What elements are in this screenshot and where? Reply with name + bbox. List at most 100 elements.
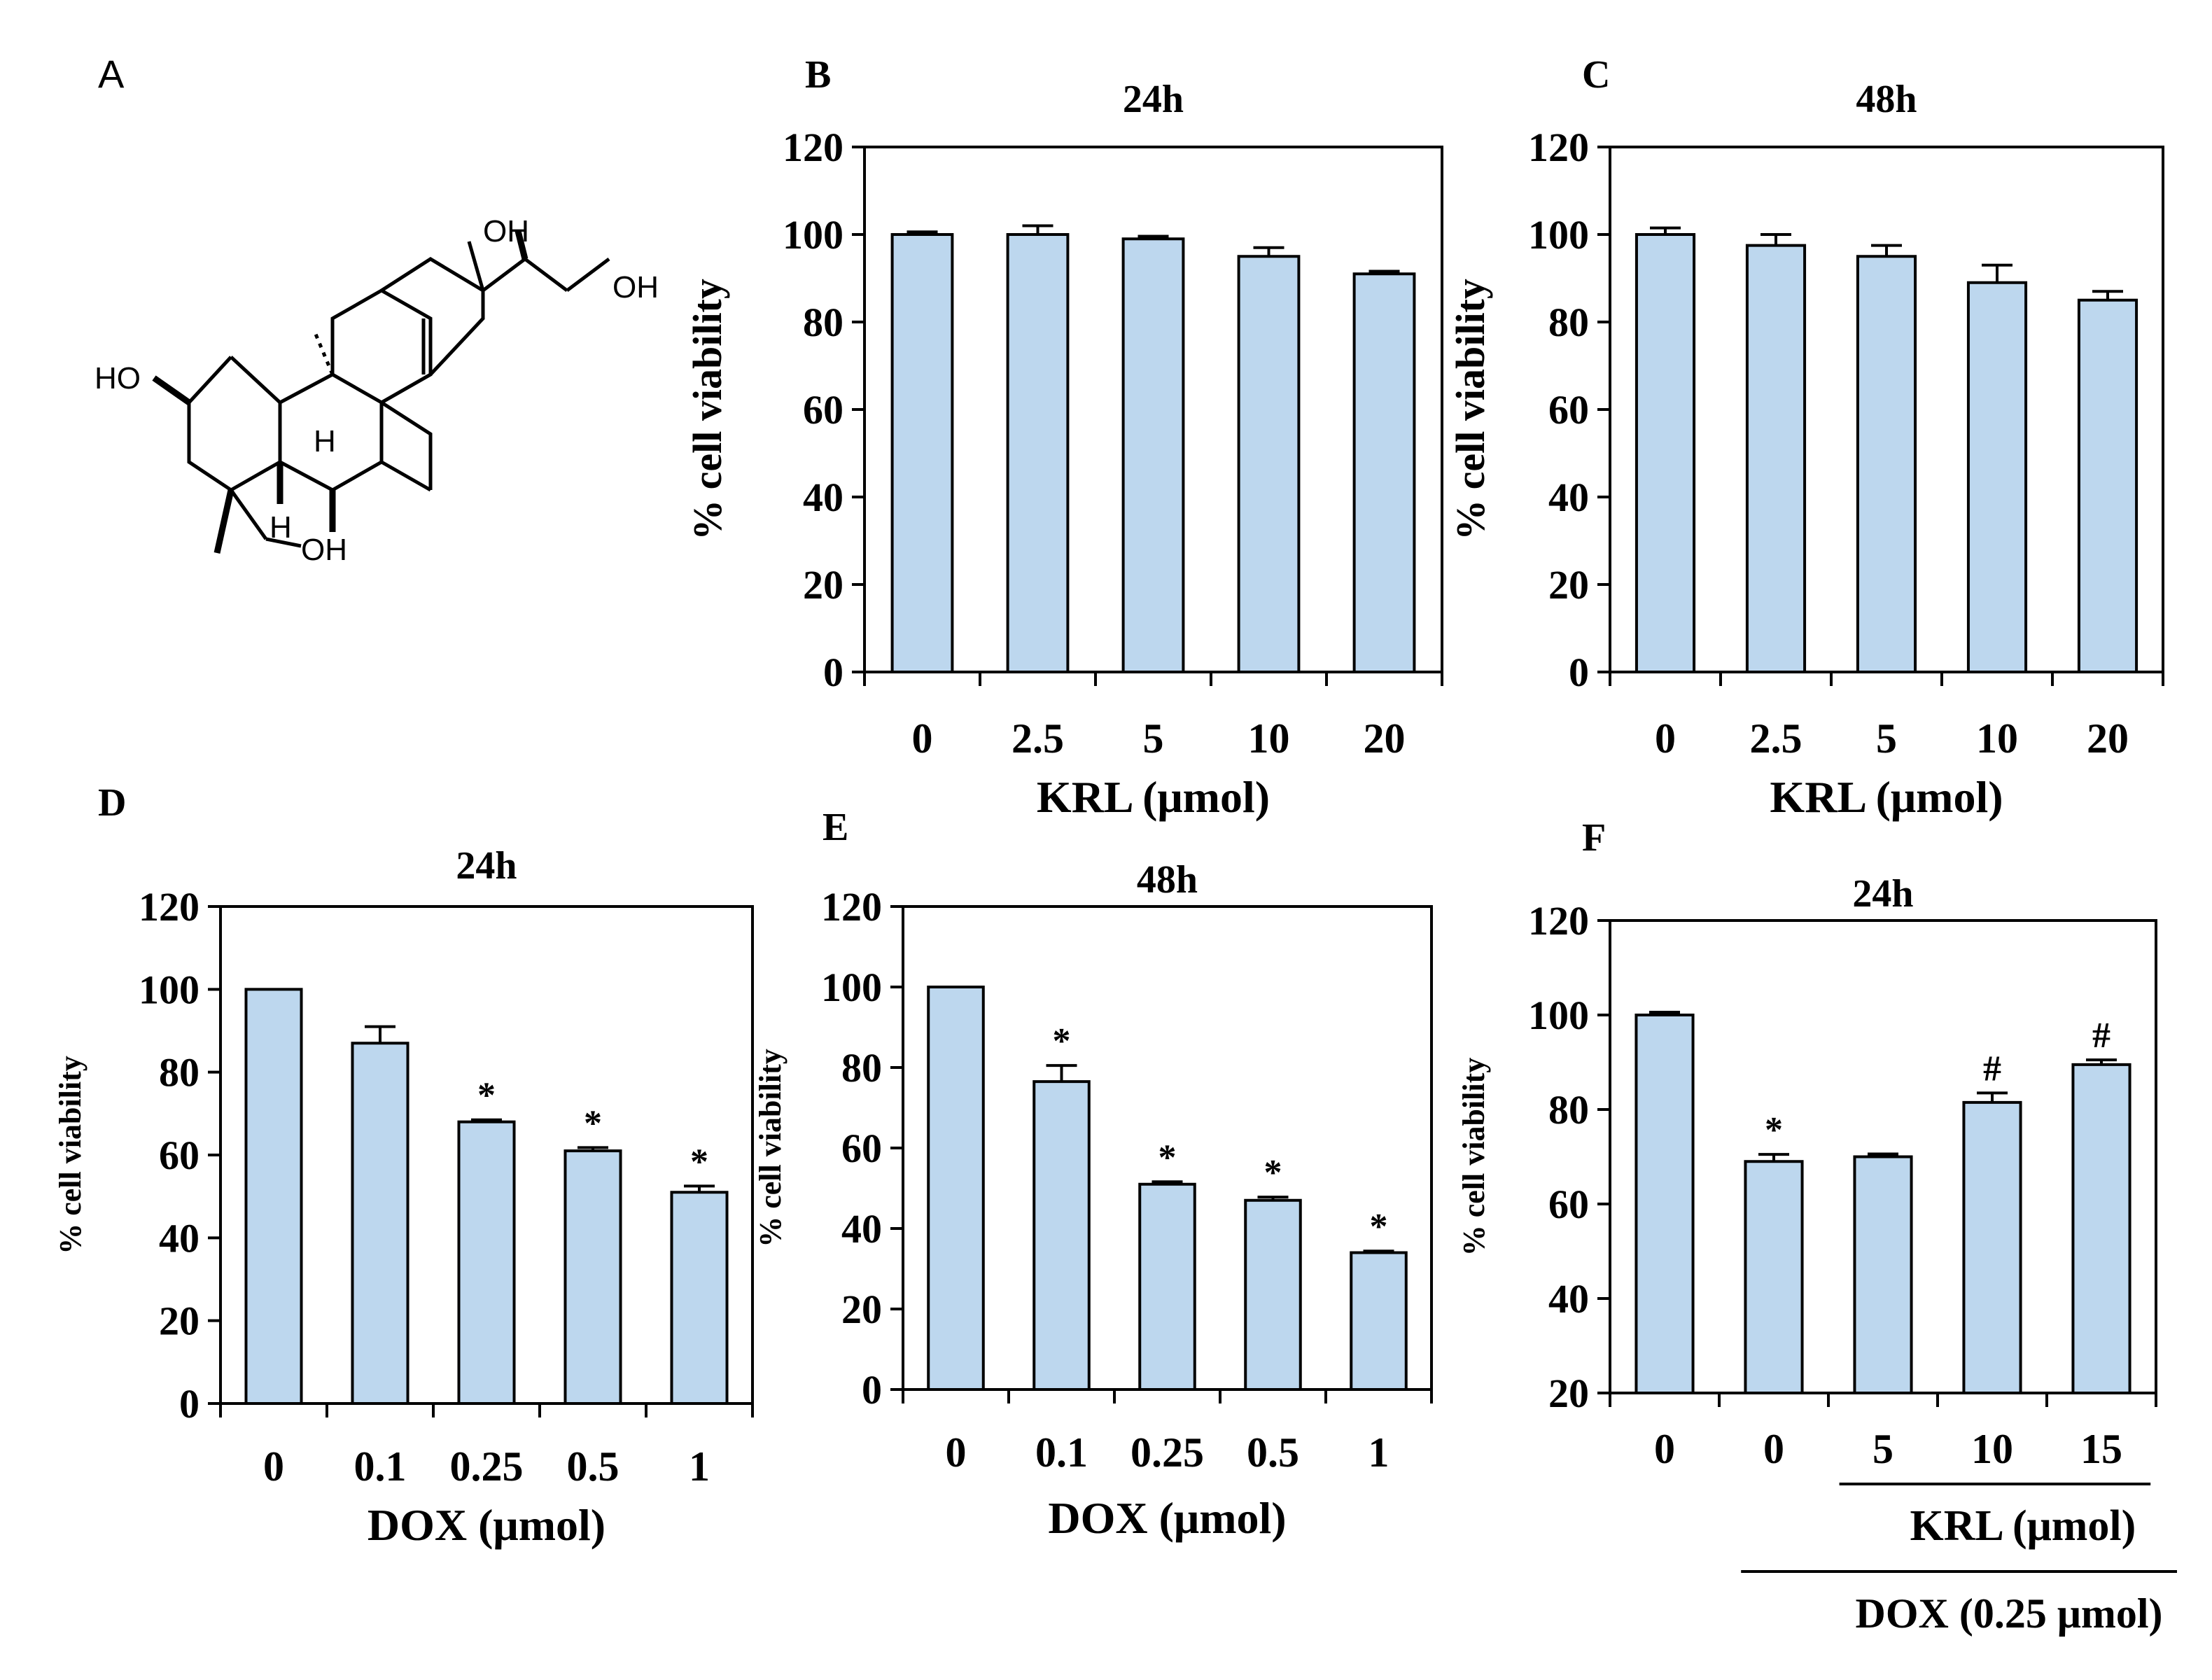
chart-title: 48h	[1856, 78, 1917, 121]
x-tick-label: 0.25	[1130, 1429, 1204, 1476]
chart-panel-b: B 24h 0 20 40 60 80 100 120 0 2.5 5 10 20 % cell viabi…	[685, 53, 1443, 822]
x-tick-label: 20	[1364, 715, 1406, 762]
y-tick-label: 100	[1528, 993, 1589, 1038]
x-axis-label: DOX (μmol)	[1048, 1493, 1286, 1543]
y-tick-label: 0	[862, 1367, 882, 1413]
chart-title: 24h	[1852, 872, 1913, 916]
significance-mark: *	[690, 1142, 708, 1182]
y-tick-label: 0	[823, 650, 844, 695]
label-ho-left: HO	[94, 361, 141, 396]
bar	[1856, 255, 1917, 673]
y-tick-label: 40	[1548, 1276, 1589, 1322]
x-tick-label: 15	[2080, 1426, 2122, 1472]
panel-letter-c: C	[1582, 53, 1610, 97]
x-axis-label: DOX (μmol)	[368, 1500, 606, 1550]
structure-labels: A OH OH HO H H OH	[94, 52, 659, 567]
y-tick-label: 40	[803, 475, 844, 520]
bar	[1138, 1182, 1196, 1391]
y-tick-label: 60	[159, 1133, 200, 1178]
x-axis-label: KRL (μmol)	[1770, 772, 2003, 822]
x-axis-label: KRL (μmol)	[1037, 772, 1270, 822]
x-tick-label: 2.5	[1011, 715, 1064, 762]
chart-title: 48h	[1137, 858, 1198, 902]
bar	[1121, 237, 1185, 673]
y-tick-label: 100	[783, 212, 844, 258]
x-tick-label: 10	[1248, 715, 1290, 762]
label-h-center: H	[314, 424, 336, 458]
chart-panel-e: E 48h 0 20 40 60 80 100 120 0 * 0.1 * 0.25 * 0.5 * 1 % cel…	[753, 806, 1433, 1543]
bar	[1962, 1100, 2022, 1394]
x-tick-label: 0	[1654, 1426, 1675, 1472]
panel-letter-b: B	[805, 53, 831, 97]
x-axis-label-secondary: DOX (0.25 μmol)	[1856, 1590, 2163, 1637]
significance-mark: *	[1053, 1021, 1071, 1061]
y-tick-label: 60	[803, 387, 844, 433]
y-tick-label: 120	[821, 884, 882, 930]
bar	[1634, 1014, 1695, 1394]
x-tick-label: 2.5	[1750, 715, 1802, 762]
y-axis-label: % cell viability	[753, 1049, 788, 1247]
y-tick-label: 80	[1548, 300, 1589, 345]
y-axis-label: % cell viability	[1448, 279, 1493, 540]
y-tick-label: 60	[1548, 1182, 1589, 1227]
x-tick-label: 5	[1143, 715, 1164, 762]
x-axis-label: KRL (μmol)	[1910, 1502, 2136, 1550]
bar	[890, 233, 954, 673]
significance-mark: *	[584, 1103, 602, 1143]
bar	[1006, 233, 1070, 673]
y-tick-label: 100	[821, 965, 882, 1010]
bar	[351, 1042, 410, 1405]
chemical-structure	[152, 230, 610, 554]
x-tick-label: 0	[946, 1429, 967, 1476]
x-tick-label: 0.5	[567, 1443, 620, 1490]
chart-panel-d: D 24h 0 20 40 60 80 100 120 0 0.1 * 0.25 * 0.5 * 1 % cell…	[53, 781, 754, 1550]
y-tick-label: 80	[1548, 1087, 1589, 1133]
y-tick-label: 80	[159, 1050, 200, 1096]
x-tick-label: 0.25	[450, 1443, 524, 1490]
chart-panel-c: C 48h 0 20 40 60 80 100 120 0 2.5 5 10 20 % cell viabi…	[1448, 53, 2164, 822]
y-tick-label: 40	[841, 1206, 882, 1252]
label-oh-right: OH	[612, 270, 659, 304]
x-tick-label: 1	[1368, 1429, 1390, 1476]
panel-letter-a: A	[98, 52, 125, 96]
y-tick-label: 120	[139, 884, 200, 930]
x-tick-label: 5	[1872, 1426, 1893, 1472]
x-tick-label: 0	[263, 1443, 284, 1490]
x-tick-label: 0	[1763, 1426, 1784, 1472]
significance-mark: *	[1370, 1207, 1388, 1247]
x-tick-label: 0.5	[1247, 1429, 1299, 1476]
y-tick-label: 20	[159, 1298, 200, 1344]
bar	[244, 988, 303, 1406]
y-tick-label: 80	[803, 300, 844, 345]
y-tick-label: 20	[803, 562, 844, 608]
y-tick-label: 60	[841, 1126, 882, 1171]
bar	[1634, 233, 1696, 673]
y-tick-label: 0	[179, 1381, 200, 1427]
chart-title: 24h	[1123, 78, 1184, 121]
chart-title: 24h	[456, 844, 517, 888]
y-tick-label: 100	[1528, 212, 1589, 258]
y-tick-label: 80	[841, 1045, 882, 1091]
bar	[1745, 244, 1807, 673]
bar	[564, 1149, 622, 1406]
panel-letter-d: D	[98, 781, 126, 825]
bar	[1853, 1155, 1913, 1394]
bar	[2071, 1063, 2132, 1394]
significance-mark: *	[1158, 1138, 1177, 1177]
x-tick-label: 0.1	[1035, 1429, 1088, 1476]
y-tick-label: 20	[841, 1287, 882, 1332]
y-tick-label: 120	[1528, 125, 1589, 170]
bar	[670, 1191, 729, 1405]
y-tick-label: 120	[1528, 898, 1589, 944]
y-axis-label: % cell viability	[1457, 1058, 1491, 1256]
x-tick-label: 10	[1976, 715, 2018, 762]
label-oh-bottom: OH	[301, 533, 347, 567]
x-tick-label: 0.1	[354, 1443, 407, 1490]
y-tick-label: 40	[159, 1215, 200, 1261]
x-tick-label: 10	[1971, 1426, 2013, 1472]
bar	[1744, 1160, 1804, 1394]
x-tick-label: 20	[2087, 715, 2129, 762]
significance-mark: *	[477, 1076, 496, 1116]
chart-panel-f: F 24h 20 40 60 80 100 120 0 * 0 5 #10 #15 % cell viabi…	[1457, 816, 2177, 1637]
